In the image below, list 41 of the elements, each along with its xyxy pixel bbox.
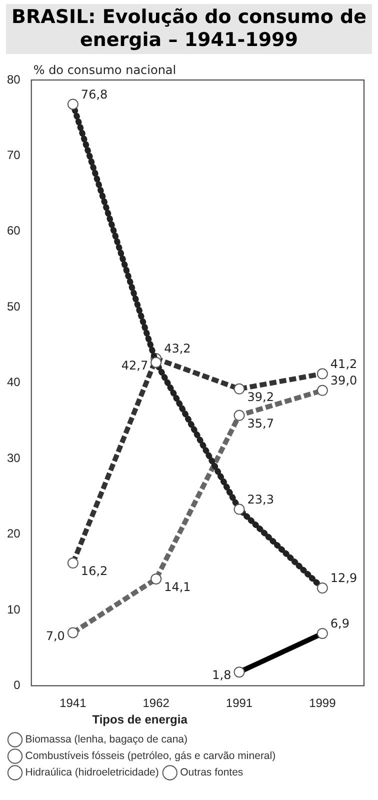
data-label: 42,7 <box>121 358 148 372</box>
data-label: 7,0 <box>46 628 65 642</box>
y-tick-label: 20 <box>6 526 21 540</box>
y-tick-label: 80 <box>6 72 21 86</box>
legend-title: Tipos de energia <box>92 712 188 726</box>
point <box>234 410 245 420</box>
data-label: 41,2 <box>330 356 358 370</box>
x-tick-label: 1991 <box>226 696 253 710</box>
y-tick-label: 0 <box>14 678 21 692</box>
point <box>316 384 328 396</box>
data-label: 23,3 <box>247 492 274 506</box>
y-axis-title: % do consumo nacional <box>33 62 176 77</box>
point <box>150 573 162 584</box>
y-tick-label: 70 <box>6 148 21 162</box>
legend-label: Hidraúlica (hidroeletricidade) <box>25 766 159 778</box>
data-label: 43,2 <box>164 341 191 356</box>
point <box>316 368 328 379</box>
y-tick-label: 10 <box>6 602 21 616</box>
chart-title: BRASIL: Evolução do consumo de energia – 1941-1999 <box>6 4 372 54</box>
point <box>67 557 78 568</box>
data-label: 14,1 <box>164 580 191 594</box>
data-label: 76,8 <box>80 86 108 101</box>
data-label: 35,7 <box>247 416 274 430</box>
data-label: 1,8 <box>212 668 232 682</box>
y-tick-label: 60 <box>6 223 21 238</box>
legend-label: Combustíveis fósseis (petróleo, gás e carvão mineral) <box>25 750 276 762</box>
x-tick-label: 1941 <box>60 696 87 710</box>
y-tick-label: 30 <box>6 450 21 464</box>
point <box>234 383 245 394</box>
data-label: 16,2 <box>80 564 108 578</box>
point <box>67 626 78 638</box>
legend-label: Biomassa (lenha, bagaço de cana) <box>25 733 188 746</box>
x-tick-label: 1962 <box>142 696 170 710</box>
legend-label: Outras fontes <box>180 766 244 778</box>
data-label: 39,2 <box>247 390 274 404</box>
y-tick-label: 50 <box>6 299 21 314</box>
data-label: 39,0 <box>330 373 358 388</box>
x-tick-label: 1999 <box>309 696 336 710</box>
y-tick-label: 40 <box>6 374 21 389</box>
data-label: 6,9 <box>330 616 350 630</box>
data-label: 12,9 <box>330 570 358 585</box>
